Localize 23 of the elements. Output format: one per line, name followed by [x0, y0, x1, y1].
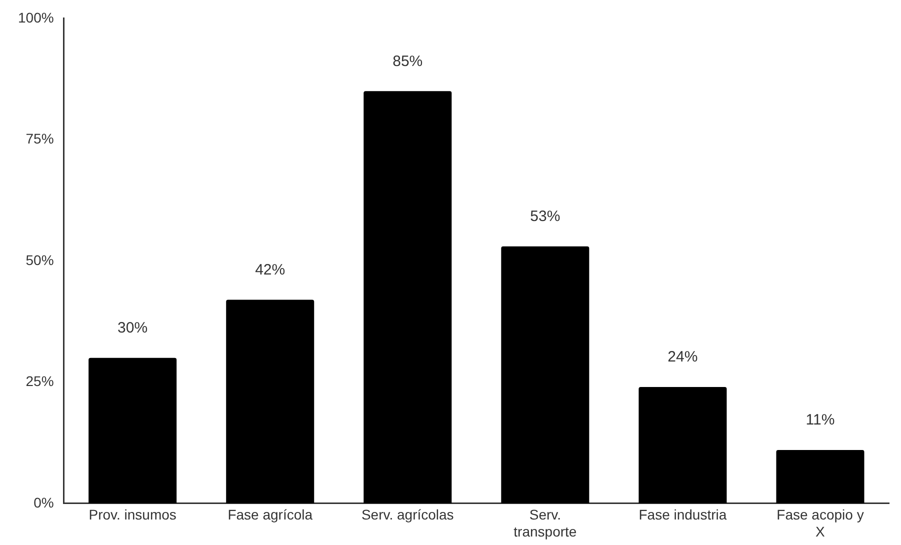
y-tick-label: 0% [34, 494, 54, 510]
x-tick-label: Serv. agrícolas [361, 506, 454, 523]
data-label: 11% [806, 412, 835, 429]
bar [364, 91, 452, 504]
y-tick-label: 25% [26, 373, 54, 390]
bar [776, 450, 864, 504]
data-label: 53% [530, 208, 560, 225]
x-tick-label: Fase agrícola [228, 506, 313, 523]
data-label: 42% [255, 261, 286, 278]
bar [501, 246, 590, 504]
y-tick-label: 75% [26, 130, 54, 147]
bar [638, 387, 727, 504]
bar [88, 358, 177, 504]
x-tick-label: Fase industria [638, 506, 727, 523]
data-label: 30% [118, 320, 148, 337]
x-tick-label: Serv. transporte [514, 506, 577, 540]
data-label: 24% [668, 348, 698, 366]
data-label: 85% [392, 52, 423, 70]
x-tick-label: Fase acopio y X [776, 506, 864, 540]
y-tick-label: 100% [18, 9, 54, 26]
x-tick-label: Prov. insumos [88, 506, 176, 523]
y-tick-label: 50% [26, 252, 54, 268]
bar [226, 300, 314, 504]
